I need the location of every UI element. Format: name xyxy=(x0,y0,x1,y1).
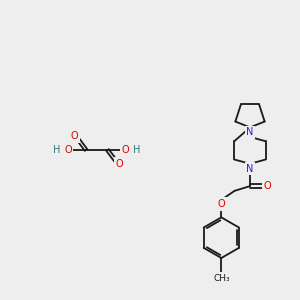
Text: O: O xyxy=(64,145,72,155)
Text: CH₃: CH₃ xyxy=(213,274,230,283)
Text: O: O xyxy=(122,145,130,155)
Text: N: N xyxy=(246,127,254,137)
Text: H: H xyxy=(133,145,140,155)
Text: N: N xyxy=(246,164,254,174)
Text: O: O xyxy=(218,199,225,209)
Text: O: O xyxy=(70,131,78,141)
Text: O: O xyxy=(264,181,272,191)
Text: H: H xyxy=(53,145,61,155)
Text: O: O xyxy=(116,159,123,169)
